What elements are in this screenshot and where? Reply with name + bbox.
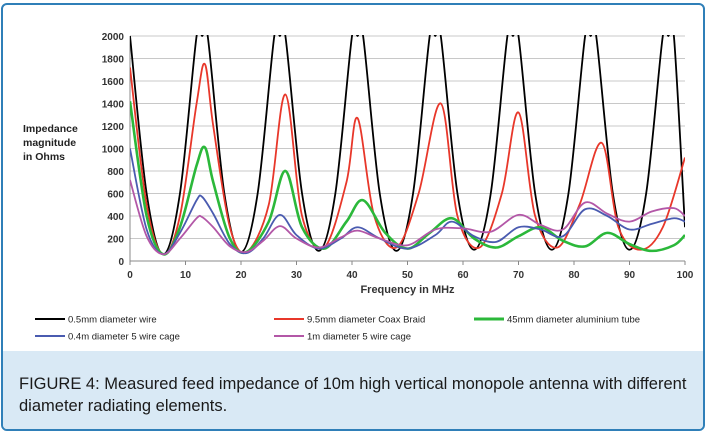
series-line-3 [130,148,685,256]
series-line-2 [130,101,685,256]
y-tick-1400: 1400 [102,100,125,111]
y-tick-2000: 2000 [102,32,125,43]
x-tick-30: 30 [291,270,303,281]
legend-label-3: 0.4m diameter 5 wire cage [68,332,180,343]
x-tick-90: 90 [624,270,636,281]
series-line-0 [130,35,685,256]
figure-frame: 0 200 400 600 800 1000 1200 1400 1600 1800 2000 0 1… [1,3,705,431]
legend-label-2: 45mm diameter aluminium tube [507,315,640,326]
legend-label-0: 0.5mm diameter wire [68,315,157,326]
x-axis-label: Frequency in MHz [360,284,455,296]
legend-label-4: 1m diameter 5 wire cage [307,332,411,343]
y-tick-1800: 1800 [102,55,125,66]
x-tick-50: 50 [402,270,414,281]
y-tick-1600: 1600 [102,77,125,88]
y-tick-1200: 1200 [102,122,125,133]
figure-caption: FIGURE 4: Measured feed impedance of 10m… [19,375,687,415]
series-line-4 [130,179,685,256]
x-tick-40: 40 [346,270,358,281]
y-tick-800: 800 [107,167,124,178]
y-tick-0: 0 [118,257,124,268]
x-tick-20: 20 [235,270,247,281]
x-axis-ticks: 0 10 20 30 40 50 60 70 80 90 100 [127,261,694,281]
legend-label-1: 9.5mm diameter Coax Braid [307,315,425,326]
legend: 0.5mm diameter wire 9.5mm diameter Coax B… [35,315,640,343]
y-axis-label-line-1: magnitude [23,137,76,149]
series-lines [130,35,685,256]
x-tick-0: 0 [127,270,133,281]
y-tick-600: 600 [107,190,124,201]
x-tick-10: 10 [180,270,192,281]
x-tick-100: 100 [677,270,694,281]
y-tick-200: 200 [107,235,124,246]
y-axis-ticks: 0 200 400 600 800 1000 1200 1400 1600 1800 2000 [102,32,125,268]
x-tick-60: 60 [457,270,469,281]
y-axis-label: Impedance magnitude in Ohms [23,123,78,163]
x-tick-70: 70 [513,270,525,281]
y-axis-label-line-0: Impedance [23,123,78,135]
y-tick-400: 400 [107,212,124,223]
y-tick-1000: 1000 [102,145,125,156]
impedance-chart: 0 200 400 600 800 1000 1200 1400 1600 1800 2000 0 1… [23,32,694,343]
caption-band [3,351,703,429]
x-tick-80: 80 [568,270,580,281]
y-axis-label-line-2: in Ohms [23,151,65,163]
